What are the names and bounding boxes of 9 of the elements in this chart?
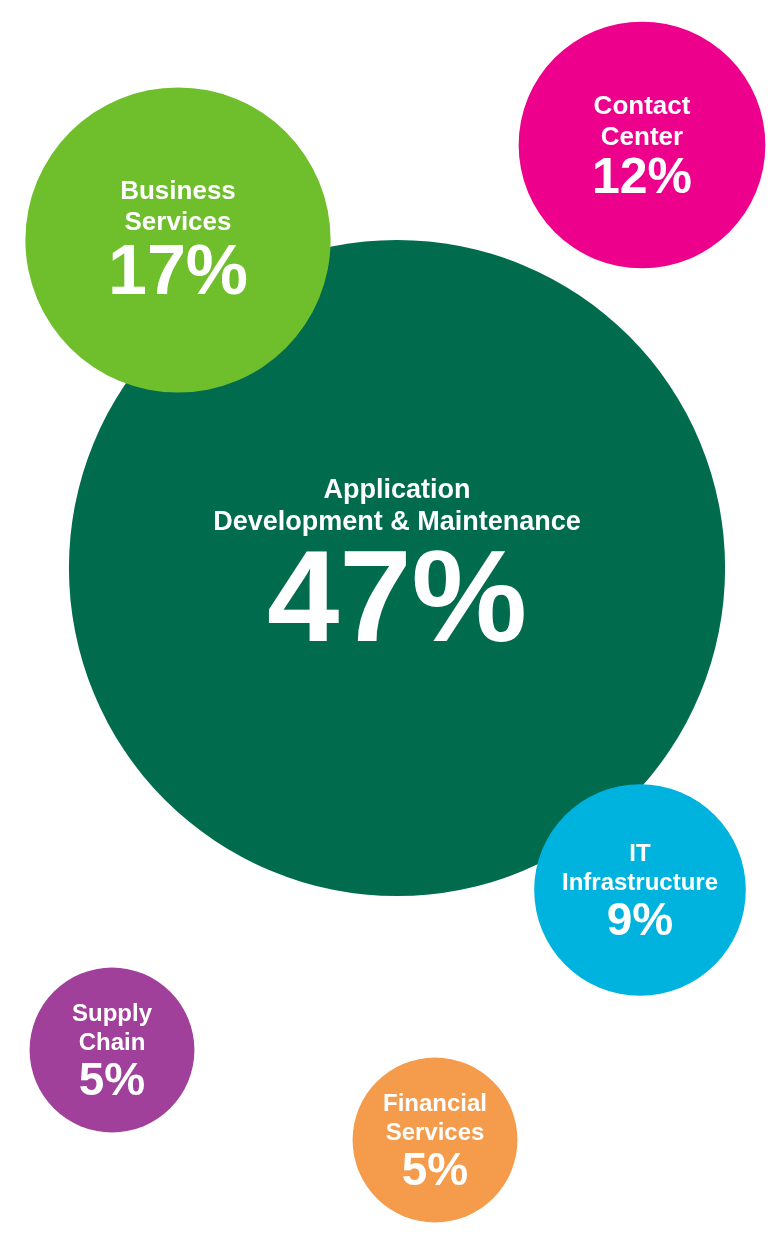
category-label: Supply Chain [71,998,153,1055]
data-label: 9% [606,892,674,945]
data-label: 5% [401,1142,469,1195]
category-label: Application Development & Maintenance [213,474,581,537]
category-label: Contact Center [593,89,691,151]
data-label: 5% [78,1052,146,1105]
category-label: Financial Services [382,1088,488,1145]
data-label: 12% [591,148,693,205]
category-label: IT Infrastructure [561,838,719,895]
